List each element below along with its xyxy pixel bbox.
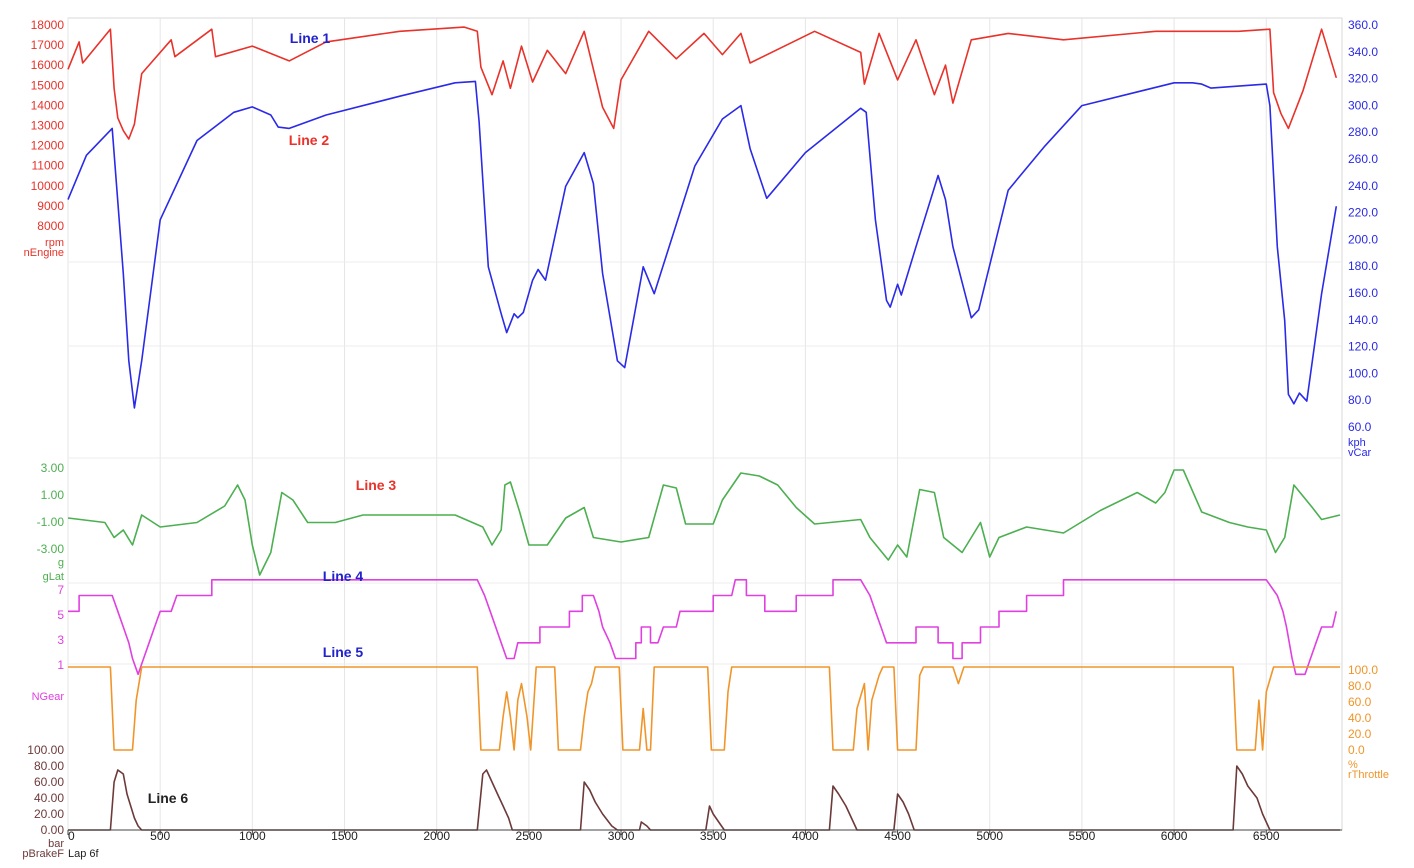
labels: Lap 6f Line 1 Line 2 Line 3 Line 4 Line 5 Line… bbox=[68, 30, 396, 860]
y-tick-label-rThrottle: 20.0 bbox=[1348, 727, 1372, 741]
y-tick-label-gLat: -3.00 bbox=[37, 542, 65, 556]
y-tick-label-rThrottle: 40.0 bbox=[1348, 711, 1372, 725]
y-tick-label-rThrottle: 60.0 bbox=[1348, 695, 1372, 709]
series-line-NGear bbox=[68, 579, 1338, 676]
x-tick-label: 6500 bbox=[1253, 829, 1280, 843]
y-tick-label-nEngine: 12000 bbox=[31, 139, 65, 153]
axis-name-nEngine: nEngine bbox=[24, 247, 64, 259]
axis-name-NGear: NGear bbox=[32, 691, 65, 703]
y-tick-label-vCar: 300.0 bbox=[1348, 98, 1378, 112]
y-tick-label-pBrakeF: 100.00 bbox=[27, 743, 64, 757]
x-tick-label: 4500 bbox=[884, 829, 911, 843]
series-line-nEngine bbox=[67, 26, 1338, 140]
y-tick-label-vCar: 240.0 bbox=[1348, 179, 1378, 193]
y-tick-label-vCar: 260.0 bbox=[1348, 152, 1378, 166]
axis-unit-gLat: g bbox=[58, 557, 64, 569]
y-tick-label-NGear: 3 bbox=[57, 633, 64, 647]
y-tick-label-vCar: 280.0 bbox=[1348, 125, 1378, 139]
y-tick-label-nEngine: 16000 bbox=[31, 58, 65, 72]
axis-name-pBrakeF: pBrakeF bbox=[22, 848, 64, 860]
y-tick-label-vCar: 220.0 bbox=[1348, 206, 1378, 220]
y-tick-label-vCar: 120.0 bbox=[1348, 340, 1378, 354]
x-tick-label: 3000 bbox=[608, 829, 635, 843]
axis-name-vCar: vCar bbox=[1348, 447, 1372, 459]
series-line-vCar bbox=[67, 80, 1338, 409]
y-tick-label-nEngine: 17000 bbox=[31, 38, 65, 52]
y-tick-label-rThrottle: 100.0 bbox=[1348, 663, 1378, 677]
callout-pBrakeF: Line 6 bbox=[148, 790, 189, 806]
y-tick-label-rThrottle: 0.0 bbox=[1348, 743, 1365, 757]
callout-NGear: Line 4 bbox=[323, 568, 364, 584]
callout-nEngine: Line 1 bbox=[290, 30, 331, 46]
x-tick-label: 2500 bbox=[516, 829, 543, 843]
y-tick-label-nEngine: 9000 bbox=[37, 199, 64, 213]
y-tick-label-vCar: 80.0 bbox=[1348, 393, 1372, 407]
callout-rThrottle: Line 5 bbox=[323, 644, 364, 660]
y-tick-label-vCar: 320.0 bbox=[1348, 72, 1378, 86]
series-line-gLat bbox=[67, 469, 1341, 576]
series-line-rThrottle bbox=[68, 666, 1340, 751]
y-tick-label-vCar: 360.0 bbox=[1348, 18, 1378, 32]
y-tick-label-NGear: 5 bbox=[57, 608, 64, 622]
axis-unit-pBrakeF: bar bbox=[48, 838, 64, 850]
y-tick-label-pBrakeF: 20.00 bbox=[34, 807, 64, 821]
y-tick-label-vCar: 340.0 bbox=[1348, 45, 1378, 59]
x-tick-label: 4000 bbox=[792, 829, 819, 843]
y-tick-label-pBrakeF: 60.00 bbox=[34, 775, 64, 789]
y-tick-label-vCar: 100.0 bbox=[1348, 366, 1378, 380]
y-tick-label-gLat: 1.00 bbox=[41, 488, 65, 502]
x-tick-label: 2000 bbox=[423, 829, 450, 843]
y-tick-label-NGear: 1 bbox=[57, 658, 64, 672]
y-tick-label-nEngine: 15000 bbox=[31, 78, 65, 92]
y-tick-label-nEngine: 10000 bbox=[31, 179, 65, 193]
axis-name-rThrottle: rThrottle bbox=[1348, 769, 1389, 781]
axis-unit-rThrottle: % bbox=[1348, 759, 1358, 771]
y-tick-label-nEngine: 11000 bbox=[32, 159, 65, 173]
y-tick-label-gLat: -1.00 bbox=[37, 515, 65, 529]
y-tick-label-pBrakeF: 80.00 bbox=[34, 759, 64, 773]
x-tick-label: 500 bbox=[150, 829, 170, 843]
series-line-pBrakeF bbox=[68, 765, 1340, 831]
y-tick-label-nEngine: 8000 bbox=[37, 219, 64, 233]
x-tick-label: 3500 bbox=[700, 829, 727, 843]
axis-unit-vCar: kph bbox=[1348, 437, 1366, 449]
y-tick-label-pBrakeF: 40.00 bbox=[34, 791, 64, 805]
y-tick-label-rThrottle: 80.0 bbox=[1348, 679, 1372, 693]
x-tick-label: 1500 bbox=[331, 829, 358, 843]
y-tick-label-nEngine: 13000 bbox=[31, 119, 65, 133]
y-tick-label-gLat: 3.00 bbox=[41, 461, 65, 475]
y-tick-label-NGear: 7 bbox=[57, 583, 64, 597]
traces bbox=[67, 26, 1341, 831]
x-tick-label: 1000 bbox=[239, 829, 266, 843]
grid bbox=[67, 17, 1343, 831]
y-tick-label-nEngine: 14000 bbox=[31, 98, 65, 112]
y-tick-label-nEngine: 18000 bbox=[31, 18, 65, 32]
x-tick-label: 5000 bbox=[976, 829, 1003, 843]
x-tick-label: 0 bbox=[68, 829, 75, 843]
y-tick-label-vCar: 60.0 bbox=[1348, 420, 1372, 434]
y-tick-label-vCar: 140.0 bbox=[1348, 313, 1378, 327]
y-tick-label-pBrakeF: 0.00 bbox=[41, 823, 65, 837]
x-tick-label: 6000 bbox=[1161, 829, 1188, 843]
axes: 0 500 1000 1500 2000 2500 3000 3500 4000 4500 5000… bbox=[22, 18, 1389, 860]
axis-unit-nEngine: rpm bbox=[45, 237, 64, 249]
x-tick-label: 5500 bbox=[1069, 829, 1096, 843]
y-tick-label-vCar: 160.0 bbox=[1348, 286, 1378, 300]
axis-name-gLat: gLat bbox=[43, 571, 64, 583]
callout-gLat: Line 3 bbox=[356, 477, 397, 493]
plot-frame bbox=[67, 17, 1343, 831]
callout-vCar: Line 2 bbox=[289, 132, 330, 148]
y-tick-label-vCar: 180.0 bbox=[1348, 259, 1378, 273]
lap-label: Lap 6f bbox=[68, 848, 100, 860]
y-tick-label-vCar: 200.0 bbox=[1348, 232, 1378, 246]
